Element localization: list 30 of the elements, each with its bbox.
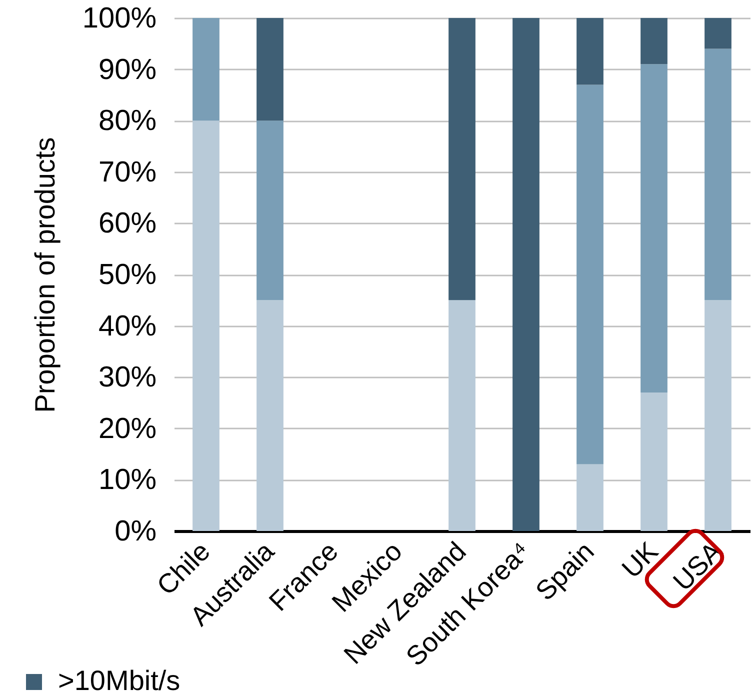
y-tick-label: 10%: [98, 464, 156, 496]
y-axis-title: Proportion of products: [29, 137, 60, 413]
bar: [448, 18, 476, 300]
y-tick-label: 30%: [98, 362, 156, 394]
bar: [640, 64, 668, 392]
y-tick-label: 100%: [82, 2, 156, 34]
y-tick-label: 50%: [98, 259, 156, 291]
bar: [192, 120, 220, 531]
bar: [704, 18, 732, 49]
bar: [640, 18, 668, 64]
bar: [576, 84, 604, 464]
y-tick-label: 90%: [98, 54, 156, 86]
bar: [256, 120, 284, 300]
y-tick-label: 40%: [98, 310, 156, 342]
y-tick-label: 60%: [98, 208, 156, 240]
bar: [704, 48, 732, 300]
bar: [576, 18, 604, 85]
legend-label: >10Mbit/s: [58, 665, 180, 696]
bar: [256, 18, 284, 121]
bar: [256, 300, 284, 531]
y-tick-label: 80%: [98, 105, 156, 138]
y-tick-label: 70%: [98, 156, 156, 188]
y-tick-label: 0%: [114, 516, 156, 548]
y-tick-label: 20%: [98, 412, 156, 445]
bar: [192, 18, 220, 121]
bar: [448, 300, 476, 531]
bar: [576, 464, 604, 531]
x-tick-label: USA: [667, 536, 728, 597]
bar: [512, 18, 540, 531]
x-tick-label: UK: [616, 536, 664, 584]
